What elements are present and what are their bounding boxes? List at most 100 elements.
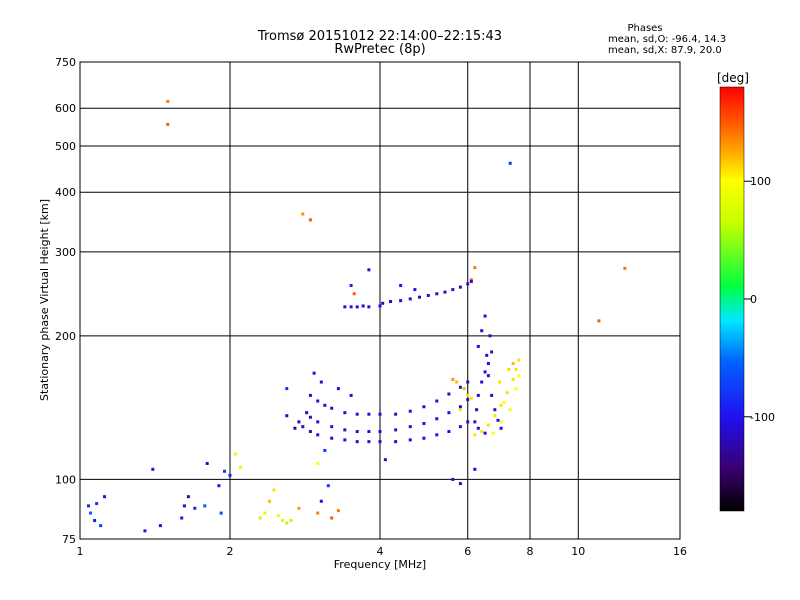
data-point [367,412,371,416]
x-tick-label: 2 [227,545,234,558]
data-point [308,218,312,222]
data-point [473,433,477,437]
data-point [458,285,462,289]
data-point [186,495,190,499]
data-point [455,380,459,384]
data-point [417,295,421,299]
data-point [367,268,371,272]
data-point [458,482,462,486]
y-tick-label: 300 [55,246,76,259]
data-point [473,266,477,270]
data-point [597,319,601,323]
data-point [483,431,487,435]
data-point [166,99,170,103]
data-point [517,374,521,378]
data-point [378,412,382,416]
data-point [93,519,97,523]
data-point [508,161,512,165]
data-point [193,506,197,510]
colorbar-ticks: 100 0 -100 [744,175,775,424]
data-point [367,440,371,444]
x-tick-label: 10 [571,545,585,558]
data-point [343,411,347,415]
data-point [451,377,455,381]
data-point [367,305,371,309]
data-point [422,436,426,440]
data-point [447,411,451,415]
data-point [480,380,484,384]
data-point [476,344,480,348]
data-point [336,387,340,391]
data-point [422,405,426,409]
data-point [480,329,484,333]
data-point [285,521,289,525]
chart-title: Tromsø 20151012 22:14:00–22:15:43 [257,29,502,44]
data-point [308,393,312,397]
data-point [499,403,503,407]
grid-lines [79,61,681,540]
data-point [319,499,323,503]
data-point [330,406,334,410]
phases-box-line2: mean, sd,X: 87.9, 20.0 [608,45,722,56]
x-tick-label: 4 [377,545,384,558]
data-point [389,300,393,304]
colorbar [719,86,745,512]
data-point [219,511,223,515]
data-point [485,353,489,357]
data-point [99,524,103,528]
phases-box-title: Phases [627,23,662,34]
data-point [308,415,312,419]
data-point [394,440,398,444]
data-point [466,398,470,402]
data-point [435,292,439,296]
data-point [203,504,207,508]
data-point [316,420,320,424]
data-point [217,484,221,488]
data-point [258,516,262,520]
data-point [308,430,312,434]
data-point [330,425,334,429]
data-point [355,430,359,434]
data-point [499,420,503,424]
data-point [394,428,398,432]
data-point [408,409,412,413]
data-point [330,436,334,440]
data-point [475,408,479,412]
data-point [381,301,385,305]
data-point [301,212,305,216]
data-point [486,423,490,427]
data-point [399,299,403,303]
data-point [496,418,500,422]
data-point [378,304,382,308]
data-point [297,420,301,424]
data-point [367,430,371,434]
data-point [493,414,497,418]
data-point [469,278,473,282]
data-point [451,288,455,292]
data-point [466,420,470,424]
data-point [86,504,90,508]
data-point [316,399,320,403]
data-point [316,433,320,437]
data-point [399,283,403,287]
data-point [166,122,170,126]
data-point [281,519,285,523]
data-point [95,502,99,506]
data-point [223,469,227,473]
data-point [490,393,494,397]
data-point [276,514,280,518]
data-point [143,529,147,533]
data-point [458,405,462,409]
data-point [336,509,340,513]
data-point [413,288,417,292]
x-tick-label: 1 [77,545,84,558]
y-tick-label: 500 [55,140,76,153]
data-point [330,516,334,520]
y-tick-label: 750 [55,56,76,69]
data-point [458,408,462,412]
data-point [349,393,353,397]
data-point [289,519,293,523]
x-tick-label: 8 [527,545,534,558]
data-point [263,511,267,515]
